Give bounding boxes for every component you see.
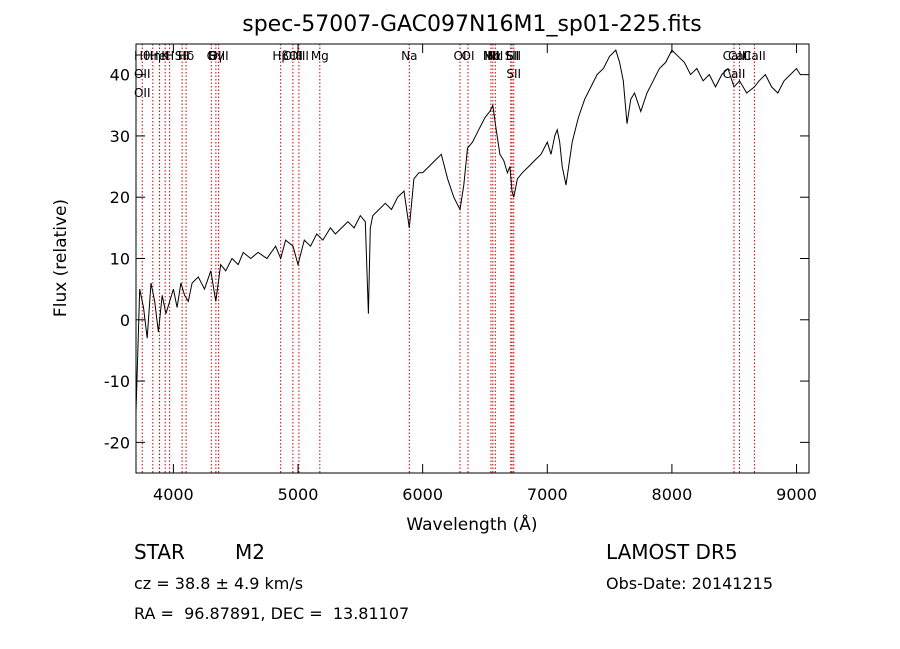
- plot-frame: [135, 43, 810, 474]
- line-label: CaII: [723, 49, 746, 63]
- line-label: NII: [483, 49, 499, 63]
- line-label: Hγ: [208, 49, 224, 63]
- line-label: CaII: [728, 49, 751, 63]
- line-label: G: [207, 49, 216, 63]
- y-tick-label: -10: [104, 372, 130, 391]
- line-label: Hδ: [178, 49, 194, 63]
- y-axis-ticks: -20 -10 0 10 20 30 40: [104, 66, 809, 452]
- line-label: CaII: [723, 67, 746, 81]
- x-tick-label: 9000: [776, 485, 817, 504]
- object-class: STAR: [134, 540, 185, 564]
- line-label: OII: [134, 67, 151, 81]
- x-tick-label: 7000: [527, 485, 568, 504]
- object-subclass: M2: [235, 540, 265, 564]
- line-label: Na: [401, 49, 417, 63]
- survey-name: LAMOST DR5: [606, 540, 738, 564]
- line-label: OI: [454, 49, 467, 63]
- y-tick-label: 10: [110, 250, 130, 269]
- x-tick-label: 8000: [652, 485, 693, 504]
- line-label: Hα: [484, 49, 501, 63]
- line-label: Hη: [145, 49, 162, 63]
- observation-date: Obs-Date: 20141215: [606, 574, 774, 593]
- line-label: Hβ: [272, 49, 289, 63]
- line-label: CaII: [743, 49, 766, 63]
- x-tick-label: 6000: [402, 485, 443, 504]
- line-label: OIII: [209, 49, 229, 63]
- x-tick-label: 5000: [278, 485, 319, 504]
- y-tick-label: 30: [110, 127, 130, 146]
- line-label: NII: [487, 49, 503, 63]
- coordinates-text: RA = 96.87891, DEC = 13.81107: [134, 604, 410, 623]
- line-label: H: [165, 49, 174, 63]
- x-tick-label: 4000: [153, 485, 194, 504]
- line-label: SII: [505, 49, 520, 63]
- x-axis-ticks: 4000 5000 6000 7000 8000 9000: [153, 44, 817, 504]
- y-tick-label: -20: [104, 433, 130, 452]
- redshift-text: cz = 38.8 ± 4.9 km/s: [134, 574, 304, 593]
- line-label: K: [161, 49, 170, 63]
- line-label: OIII: [289, 49, 309, 63]
- line-label: OI: [462, 49, 475, 63]
- line-label: SII: [506, 67, 521, 81]
- chart-title: spec-57007-GAC097N16M1_sp01-225.fits: [242, 12, 702, 37]
- spectrum-line: [135, 49, 801, 412]
- line-label: SII: [506, 49, 521, 63]
- line-label: Hθ: [134, 49, 150, 63]
- line-label: Li: [506, 49, 516, 63]
- y-axis-label: Flux (relative): [51, 199, 71, 317]
- y-tick-label: 0: [120, 311, 130, 330]
- y-tick-label: 20: [110, 188, 130, 207]
- x-axis-label: Wavelength (Å): [406, 513, 537, 535]
- line-label: HeI: [150, 49, 170, 63]
- spectral-line-markers: [141, 44, 755, 473]
- line-label: SII: [175, 49, 190, 63]
- y-tick-label: 40: [110, 66, 130, 85]
- line-label: OII: [134, 86, 151, 100]
- line-label: Mg: [311, 49, 329, 63]
